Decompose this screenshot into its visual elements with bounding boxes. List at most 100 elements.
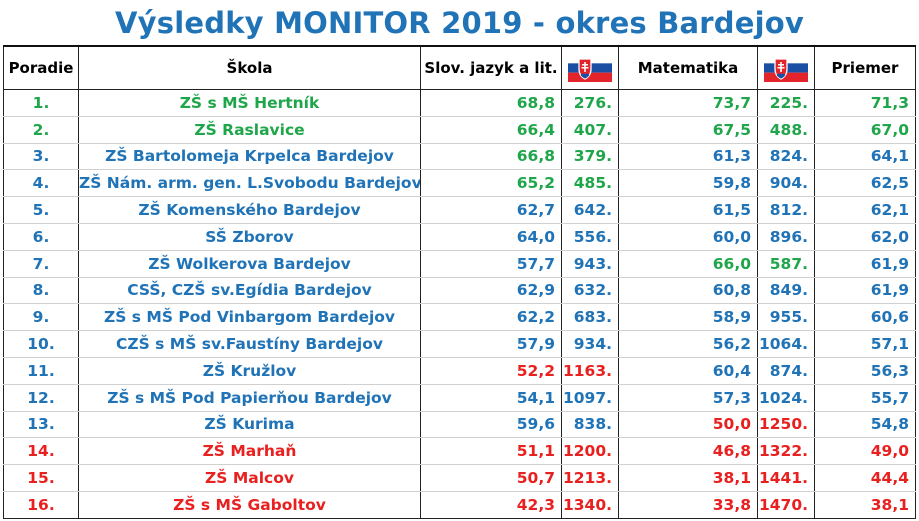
header-rank: Poradie (3, 45, 79, 90)
cell-math-national-rank: 225. (757, 89, 815, 117)
cell-math-national-rank: 587. (757, 249, 815, 278)
cell-rank: 4. (3, 169, 79, 198)
cell-average: 44,4 (814, 464, 916, 492)
cell-school: SŠ Zborov (78, 222, 421, 251)
cell-math-national-rank: 1250. (757, 410, 815, 439)
cell-math-national-rank: 874. (757, 356, 815, 385)
cell-math-national-rank: 1322. (757, 437, 815, 466)
cell-average: 38,1 (814, 490, 916, 519)
cell-school: ZŠ s MŠ Pod Vinbargom Bardejov (78, 303, 421, 332)
slovakia-flag-icon (568, 54, 612, 82)
cell-slovak-score: 66,8 (420, 142, 562, 171)
cell-slovak-score: 66,4 (420, 115, 562, 144)
cell-rank: 12. (3, 383, 79, 412)
table-row: 1. ZŠ s MŠ Hertník 68,8 276. 73,7 225. 71,3 (3, 89, 916, 117)
cell-rank: 5. (3, 196, 79, 224)
table-row: 2. ZŠ Raslavice 66,4 407. 67,5 488. 67,0 (3, 115, 916, 144)
cell-math-national-rank: 849. (757, 276, 815, 305)
cell-school: ZŠ Komenského Bardejov (78, 196, 421, 224)
cell-rank: 15. (3, 464, 79, 492)
cell-slovak-national-rank: 934. (561, 330, 619, 358)
cell-math-score: 61,5 (618, 196, 758, 224)
cell-slovak-national-rank: 407. (561, 115, 619, 144)
cell-math-national-rank: 1024. (757, 383, 815, 412)
cell-slovak-national-rank: 1340. (561, 490, 619, 519)
header-math: Matematika (618, 45, 758, 90)
cell-rank: 16. (3, 490, 79, 519)
table-row: 7. ZŠ Wolkerova Bardejov 57,7 943. 66,0 587. 6… (3, 249, 916, 278)
table-row: 16. ZŠ s MŠ Gaboltov 42,3 1340. 33,8 1470. 38,… (3, 490, 916, 519)
cell-slovak-score: 68,8 (420, 89, 562, 117)
cell-slovak-score: 51,1 (420, 437, 562, 466)
cell-rank: 14. (3, 437, 79, 466)
cell-school: CSŠ, CZŠ sv.Egídia Bardejov (78, 276, 421, 305)
cell-average: 57,1 (814, 330, 916, 358)
cell-slovak-score: 42,3 (420, 490, 562, 519)
cell-average: 62,0 (814, 222, 916, 251)
cell-math-national-rank: 1470. (757, 490, 815, 519)
table-row: 10. CZŠ s MŠ sv.Faustíny Bardejov 57,9 934.… (3, 330, 916, 358)
cell-slovak-score: 52,2 (420, 356, 562, 385)
cell-school: ZŠ Marhaň (78, 437, 421, 466)
cell-math-score: 46,8 (618, 437, 758, 466)
cell-math-national-rank: 904. (757, 169, 815, 198)
cell-average: 56,3 (814, 356, 916, 385)
header-row: Poradie Škola Slov. jazyk a lit. Matemat… (3, 45, 916, 90)
cell-slovak-score: 57,7 (420, 249, 562, 278)
cell-school: ZŠ Kurima (78, 410, 421, 439)
cell-math-national-rank: 488. (757, 115, 815, 144)
cell-slovak-score: 64,0 (420, 222, 562, 251)
cell-math-score: 58,9 (618, 303, 758, 332)
cell-slovak-national-rank: 943. (561, 249, 619, 278)
cell-average: 55,7 (814, 383, 916, 412)
cell-rank: 1. (3, 89, 79, 117)
cell-slovak-national-rank: 1200. (561, 437, 619, 466)
cell-average: 49,0 (814, 437, 916, 466)
cell-average: 62,5 (814, 169, 916, 198)
cell-slovak-national-rank: 683. (561, 303, 619, 332)
header-slovak: Slov. jazyk a lit. (420, 45, 562, 90)
cell-math-score: 56,2 (618, 330, 758, 358)
table-row: 11. ZŠ Kružlov 52,2 1163. 60,4 874. 56,3 (3, 356, 916, 385)
table-row: 6. SŠ Zborov 64,0 556. 60,0 896. 62,0 (3, 222, 916, 251)
header-school: Škola (78, 45, 421, 90)
cell-math-national-rank: 1441. (757, 464, 815, 492)
cell-school: ZŠ Kružlov (78, 356, 421, 385)
cell-average: 67,0 (814, 115, 916, 144)
cell-math-score: 59,8 (618, 169, 758, 198)
cell-average: 54,8 (814, 410, 916, 439)
cell-school: ZŠ Nám. arm. gen. L.Svobodu Bardejov (78, 169, 421, 198)
cell-math-score: 57,3 (618, 383, 758, 412)
cell-school: CZŠ s MŠ sv.Faustíny Bardejov (78, 330, 421, 358)
page-title: Výsledky MONITOR 2019 - okres Bardejov (115, 6, 804, 40)
cell-math-score: 61,3 (618, 142, 758, 171)
table-row: 12. ZŠ s MŠ Pod Papierňou Bardejov 54,1 109… (3, 383, 916, 412)
cell-average: 60,6 (814, 303, 916, 332)
cell-slovak-national-rank: 556. (561, 222, 619, 251)
cell-rank: 7. (3, 249, 79, 278)
cell-math-score: 33,8 (618, 490, 758, 519)
cell-average: 71,3 (814, 89, 916, 117)
cell-rank: 8. (3, 276, 79, 305)
table-row: 15. ZŠ Malcov 50,7 1213. 38,1 1441. 44,4 (3, 464, 916, 492)
cell-math-national-rank: 812. (757, 196, 815, 224)
cell-math-national-rank: 1064. (757, 330, 815, 358)
cell-slovak-score: 65,2 (420, 169, 562, 198)
cell-slovak-national-rank: 1097. (561, 383, 619, 412)
table-row: 4. ZŠ Nám. arm. gen. L.Svobodu Bardejov 65… (3, 169, 916, 198)
cell-average: 61,9 (814, 276, 916, 305)
cell-rank: 3. (3, 142, 79, 171)
cell-average: 62,1 (814, 196, 916, 224)
cell-slovak-national-rank: 838. (561, 410, 619, 439)
cell-slovak-score: 59,6 (420, 410, 562, 439)
cell-rank: 6. (3, 222, 79, 251)
table-row: 3. ZŠ Bartolomeja Krpelca Bardejov 66,8 379… (3, 142, 916, 171)
cell-slovak-score: 62,9 (420, 276, 562, 305)
cell-slovak-national-rank: 632. (561, 276, 619, 305)
cell-rank: 9. (3, 303, 79, 332)
cell-slovak-national-rank: 485. (561, 169, 619, 198)
slovakia-flag-icon (764, 54, 808, 82)
cell-slovak-national-rank: 642. (561, 196, 619, 224)
cell-slovak-national-rank: 1163. (561, 356, 619, 385)
cell-school: ZŠ s MŠ Gaboltov (78, 490, 421, 519)
